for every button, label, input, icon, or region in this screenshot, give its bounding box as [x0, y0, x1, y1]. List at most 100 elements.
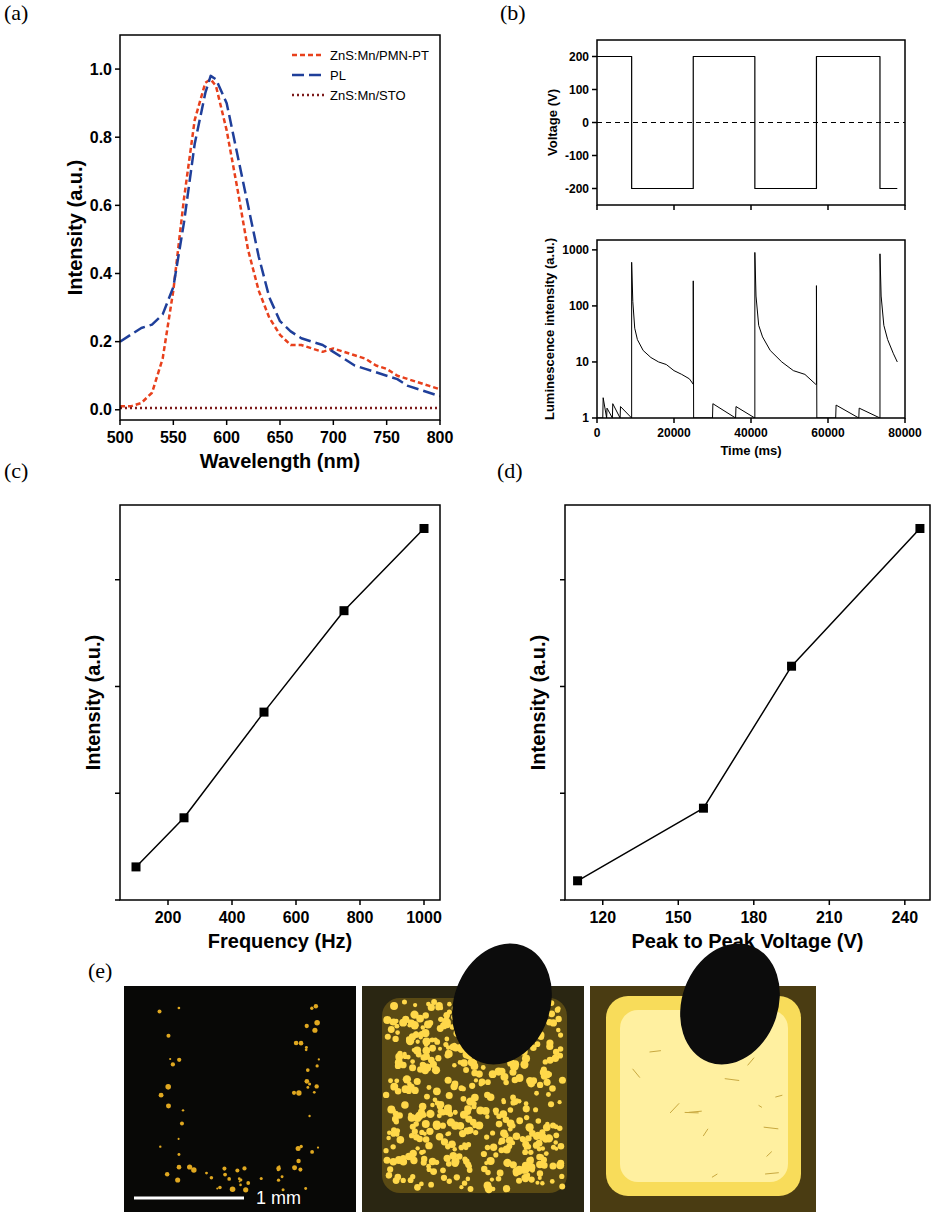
photo-spot — [448, 1120, 453, 1125]
x-axis-title: Wavelength (nm) — [200, 450, 360, 472]
photo-spot — [452, 1063, 457, 1068]
photo-spot — [541, 1162, 548, 1169]
photo-spot — [544, 1151, 549, 1156]
photo-spot — [422, 1038, 430, 1046]
photo-spot — [559, 1174, 564, 1179]
panel: 120150180210240Peak to Peak Voltage (V)I… — [497, 458, 930, 952]
photo-spot — [513, 1132, 521, 1140]
photo-spot — [406, 1055, 411, 1060]
photo-spot — [385, 1034, 391, 1040]
photo-spot — [426, 1164, 431, 1169]
photo-crack — [748, 1058, 754, 1066]
photo-spot — [298, 1168, 302, 1172]
photo-spot — [394, 1078, 399, 1083]
photo-spot — [391, 1131, 397, 1137]
photo-spot — [553, 1140, 558, 1145]
photo-spot — [390, 1021, 394, 1025]
photo-spot — [534, 1091, 539, 1096]
x-tick-label: 400 — [219, 909, 246, 926]
photo-spot — [216, 1188, 218, 1190]
photo-spot — [422, 1120, 430, 1128]
photo-spot — [395, 1088, 402, 1095]
photo-spot — [530, 1077, 537, 1084]
panel-label: (d) — [497, 458, 523, 483]
photo-crack — [650, 1051, 661, 1052]
photo-spot — [544, 1079, 551, 1086]
legend-label: PL — [330, 68, 346, 83]
photo-spot — [471, 1062, 479, 1070]
marker — [573, 876, 582, 885]
photo-spot — [433, 1097, 438, 1102]
photo-spot — [260, 1177, 263, 1180]
photo-spot — [235, 1169, 239, 1173]
photo-spot — [412, 1129, 418, 1135]
photo-spot — [409, 1064, 416, 1071]
photo-crack — [633, 1069, 640, 1078]
panel-label: (b) — [500, 0, 526, 25]
y-tick-label: 200 — [569, 50, 589, 64]
y-tick-label: 1000 — [562, 243, 589, 257]
photo-spot — [296, 1159, 300, 1163]
marker — [340, 606, 349, 615]
photo-spot — [384, 1157, 391, 1164]
photo-spot — [305, 1024, 309, 1028]
photo-spot — [553, 1132, 559, 1138]
photo-spot — [541, 1067, 547, 1073]
photo-spot — [533, 1107, 538, 1112]
plot-area — [120, 76, 440, 408]
photo-spot — [420, 1150, 424, 1154]
photo-spot — [218, 1186, 222, 1190]
x-tick-label: 650 — [267, 429, 294, 446]
photo-spot — [485, 1114, 490, 1119]
photo-spot — [438, 1017, 443, 1022]
photo-spot — [466, 1127, 473, 1134]
photo-spot — [521, 1174, 529, 1182]
photo-crack — [767, 1152, 772, 1157]
y-tick-label: 0.0 — [90, 401, 112, 418]
x-tick-label: 120 — [589, 909, 616, 926]
y-tick-label: 1 — [582, 411, 589, 425]
probe — [664, 929, 797, 1078]
panel: 0200004000060000800001101001000Time (ms)… — [542, 238, 922, 458]
x-tick-label: 600 — [283, 909, 310, 926]
y-axis-title: Intensity (a.u.) — [527, 635, 549, 771]
photo-spot — [520, 1061, 528, 1069]
probe — [436, 929, 569, 1078]
photo-spot — [453, 1110, 458, 1115]
photo-spot — [452, 1043, 457, 1048]
photo-spot — [544, 1124, 550, 1130]
photo-spot — [180, 1122, 184, 1126]
photo-spot — [485, 1145, 490, 1150]
photo-spot — [159, 1093, 164, 1098]
photo-spot — [474, 1078, 478, 1082]
photo-spot — [305, 1079, 310, 1084]
photo-spot — [558, 1046, 564, 1052]
photo-spot — [446, 1161, 452, 1167]
photo-spot — [296, 1146, 301, 1151]
y-axis-title: Intensity (a.u.) — [64, 160, 86, 296]
photo-spot — [433, 1038, 438, 1043]
photo-spot — [428, 1182, 434, 1188]
photo-spot — [441, 1175, 447, 1181]
photo-spot — [493, 1152, 498, 1157]
photo-spot — [451, 1157, 459, 1165]
photo-spot — [512, 1077, 519, 1084]
photo-spot — [443, 1012, 450, 1019]
y-tick-label: -100 — [565, 149, 589, 163]
photo-spot — [437, 1113, 442, 1118]
photo-spot — [445, 1050, 451, 1056]
photo-spot — [548, 1101, 554, 1107]
photo-spot — [399, 1019, 407, 1027]
photo-spot — [306, 1068, 310, 1072]
photo-spot — [435, 1055, 441, 1061]
marker — [787, 662, 796, 671]
marker — [132, 862, 141, 871]
photo-spot — [422, 1047, 430, 1055]
photo-spot — [440, 1123, 446, 1129]
x-tick-label: 600 — [213, 429, 240, 446]
photo-spot — [397, 1051, 402, 1056]
y-axis-title: Intensity (a.u.) — [82, 635, 104, 771]
photo-spot — [419, 1182, 424, 1187]
photo-spot — [513, 1168, 521, 1176]
photo-spot — [509, 1069, 516, 1076]
